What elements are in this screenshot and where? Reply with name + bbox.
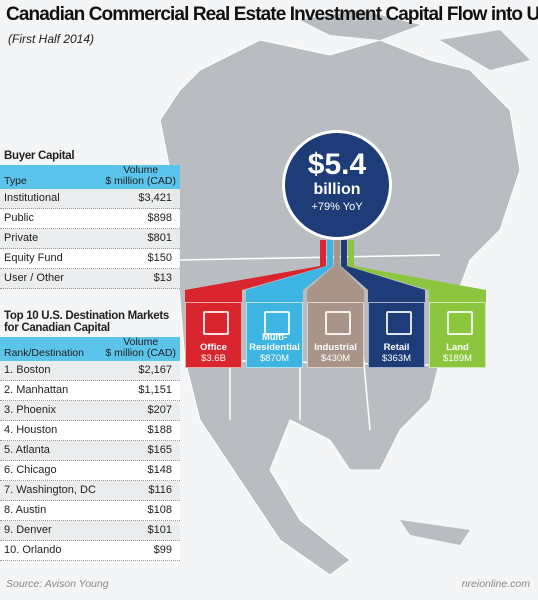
name: 3. Phoenix	[4, 404, 56, 416]
table-body: 1. Boston $2,167 2. Manhattan $1,151 3. Phoe…	[0, 361, 180, 561]
sector-value: $3.6B	[201, 353, 226, 364]
sector-box: Land $189M	[429, 302, 486, 368]
volume: $2,167	[138, 364, 172, 376]
flow-band	[307, 240, 364, 302]
sector-label: Industrial	[314, 342, 357, 353]
column-label: Rank/Destination	[4, 347, 84, 359]
volume: $1,151	[138, 384, 172, 396]
sector-value: $870M	[259, 353, 290, 364]
buyer-capital-table: Buyer Capital Type Volume $ million (CAD) In…	[0, 150, 180, 289]
table-row: 1. Boston $2,167	[0, 361, 180, 381]
volume: $3,421	[138, 192, 172, 204]
volume: $108	[147, 504, 172, 516]
total-amount: $5.4	[307, 148, 367, 181]
table-row: 2. Manhattan $1,151	[0, 381, 180, 401]
name: 5. Atlanta	[4, 444, 50, 456]
table-row: Public $898	[0, 209, 180, 229]
column-label-line: $ million (CAD)	[105, 347, 176, 359]
table-row: User / Other $13	[0, 269, 180, 289]
name: 6. Chicago	[4, 464, 57, 476]
sector-icon	[447, 311, 473, 335]
volume: $99	[153, 544, 172, 556]
table-row: 5. Atlanta $165	[0, 441, 180, 461]
name: Institutional	[4, 192, 60, 204]
title: Canadian Commercial Real Estate Investme…	[6, 4, 538, 25]
sector-icon	[386, 311, 412, 335]
total-unit: billion	[313, 181, 361, 198]
table-row: 6. Chicago $148	[0, 461, 180, 481]
name: 7. Washington, DC	[4, 484, 96, 496]
column-label-line: Volume	[123, 164, 159, 176]
name: Public	[4, 212, 34, 224]
name: 1. Boston	[4, 364, 51, 376]
name: Private	[4, 232, 39, 244]
sector-box: Industrial $430M	[307, 302, 364, 368]
volume: $898	[147, 212, 172, 224]
volume: $801	[147, 232, 172, 244]
volume: $13	[153, 272, 172, 284]
column-label: Volume $ million (CAD)	[105, 337, 176, 359]
column-label-line: $ million (CAD)	[105, 175, 176, 187]
volume: $148	[147, 464, 172, 476]
sector-label: Office	[200, 342, 227, 353]
top-markets-table: Top 10 U.S. Destination Markets for Cana…	[0, 310, 180, 561]
table-body: Institutional $3,421 Public $898 Private $801…	[0, 189, 180, 289]
total-circle: $5.4 billion +79% YoY	[282, 130, 392, 240]
sector-icon	[203, 311, 229, 335]
volume: $150	[147, 252, 172, 264]
volume: $165	[147, 444, 172, 456]
sector-box: Multi-Residential $870M	[246, 302, 303, 368]
table-header: Rank/Destination Volume $ million (CAD)	[0, 337, 180, 361]
table-row: Institutional $3,421	[0, 189, 180, 209]
sector-box: Retail $363M	[368, 302, 425, 368]
sector-label: Land	[446, 342, 469, 353]
sector-value: $430M	[320, 353, 351, 364]
sector-label: Retail	[383, 342, 410, 353]
table-row: 8. Austin $108	[0, 501, 180, 521]
sector-box: Office $3.6B	[185, 302, 242, 368]
source: Source: Avison Young	[6, 578, 109, 590]
sector-icon	[325, 311, 351, 335]
name: 9. Denver	[4, 524, 52, 536]
flow-band	[341, 240, 425, 302]
sector-value: $189M	[442, 353, 473, 364]
table-row: 10. Orlando $99	[0, 541, 180, 561]
table-row: 9. Denver $101	[0, 521, 180, 541]
volume: $207	[147, 404, 172, 416]
flow-band	[246, 240, 333, 302]
table-title: Buyer Capital	[4, 150, 75, 162]
subtitle: (First Half 2014)	[8, 32, 95, 46]
sector-value: $363M	[381, 353, 412, 364]
sectors: Office $3.6B Multi-Residential $870M Industr…	[185, 302, 486, 368]
table-row: 4. Houston $188	[0, 421, 180, 441]
column-label: Type	[4, 175, 27, 187]
table-header: Type Volume $ million (CAD)	[0, 165, 180, 189]
name: 2. Manhattan	[4, 384, 69, 396]
volume: $116	[148, 484, 172, 496]
table-title: Top 10 U.S. Destination Markets for Cana…	[4, 310, 169, 334]
table-row: 3. Phoenix $207	[0, 401, 180, 421]
flow-band	[185, 240, 326, 302]
column-label: Volume $ million (CAD)	[105, 165, 176, 187]
sector-label: Multi-Residential	[249, 332, 300, 353]
name: 8. Austin	[4, 504, 47, 516]
name: 10. Orlando	[4, 544, 62, 556]
table-row: 7. Washington, DC $116	[0, 481, 180, 501]
name: 4. Houston	[4, 424, 58, 436]
sector-icon	[264, 311, 290, 335]
name: Equity Fund	[4, 252, 63, 264]
funnel	[185, 240, 486, 302]
name: User / Other	[4, 272, 64, 284]
total-change: +79% YoY	[311, 201, 363, 213]
column-label-line: Volume	[123, 336, 159, 348]
flow-band	[348, 240, 486, 302]
table-row: Equity Fund $150	[0, 249, 180, 269]
site: nreionline.com	[461, 578, 530, 590]
table-row: Private $801	[0, 229, 180, 249]
volume: $188	[147, 424, 172, 436]
volume: $101	[147, 524, 172, 536]
islands	[300, 10, 530, 545]
